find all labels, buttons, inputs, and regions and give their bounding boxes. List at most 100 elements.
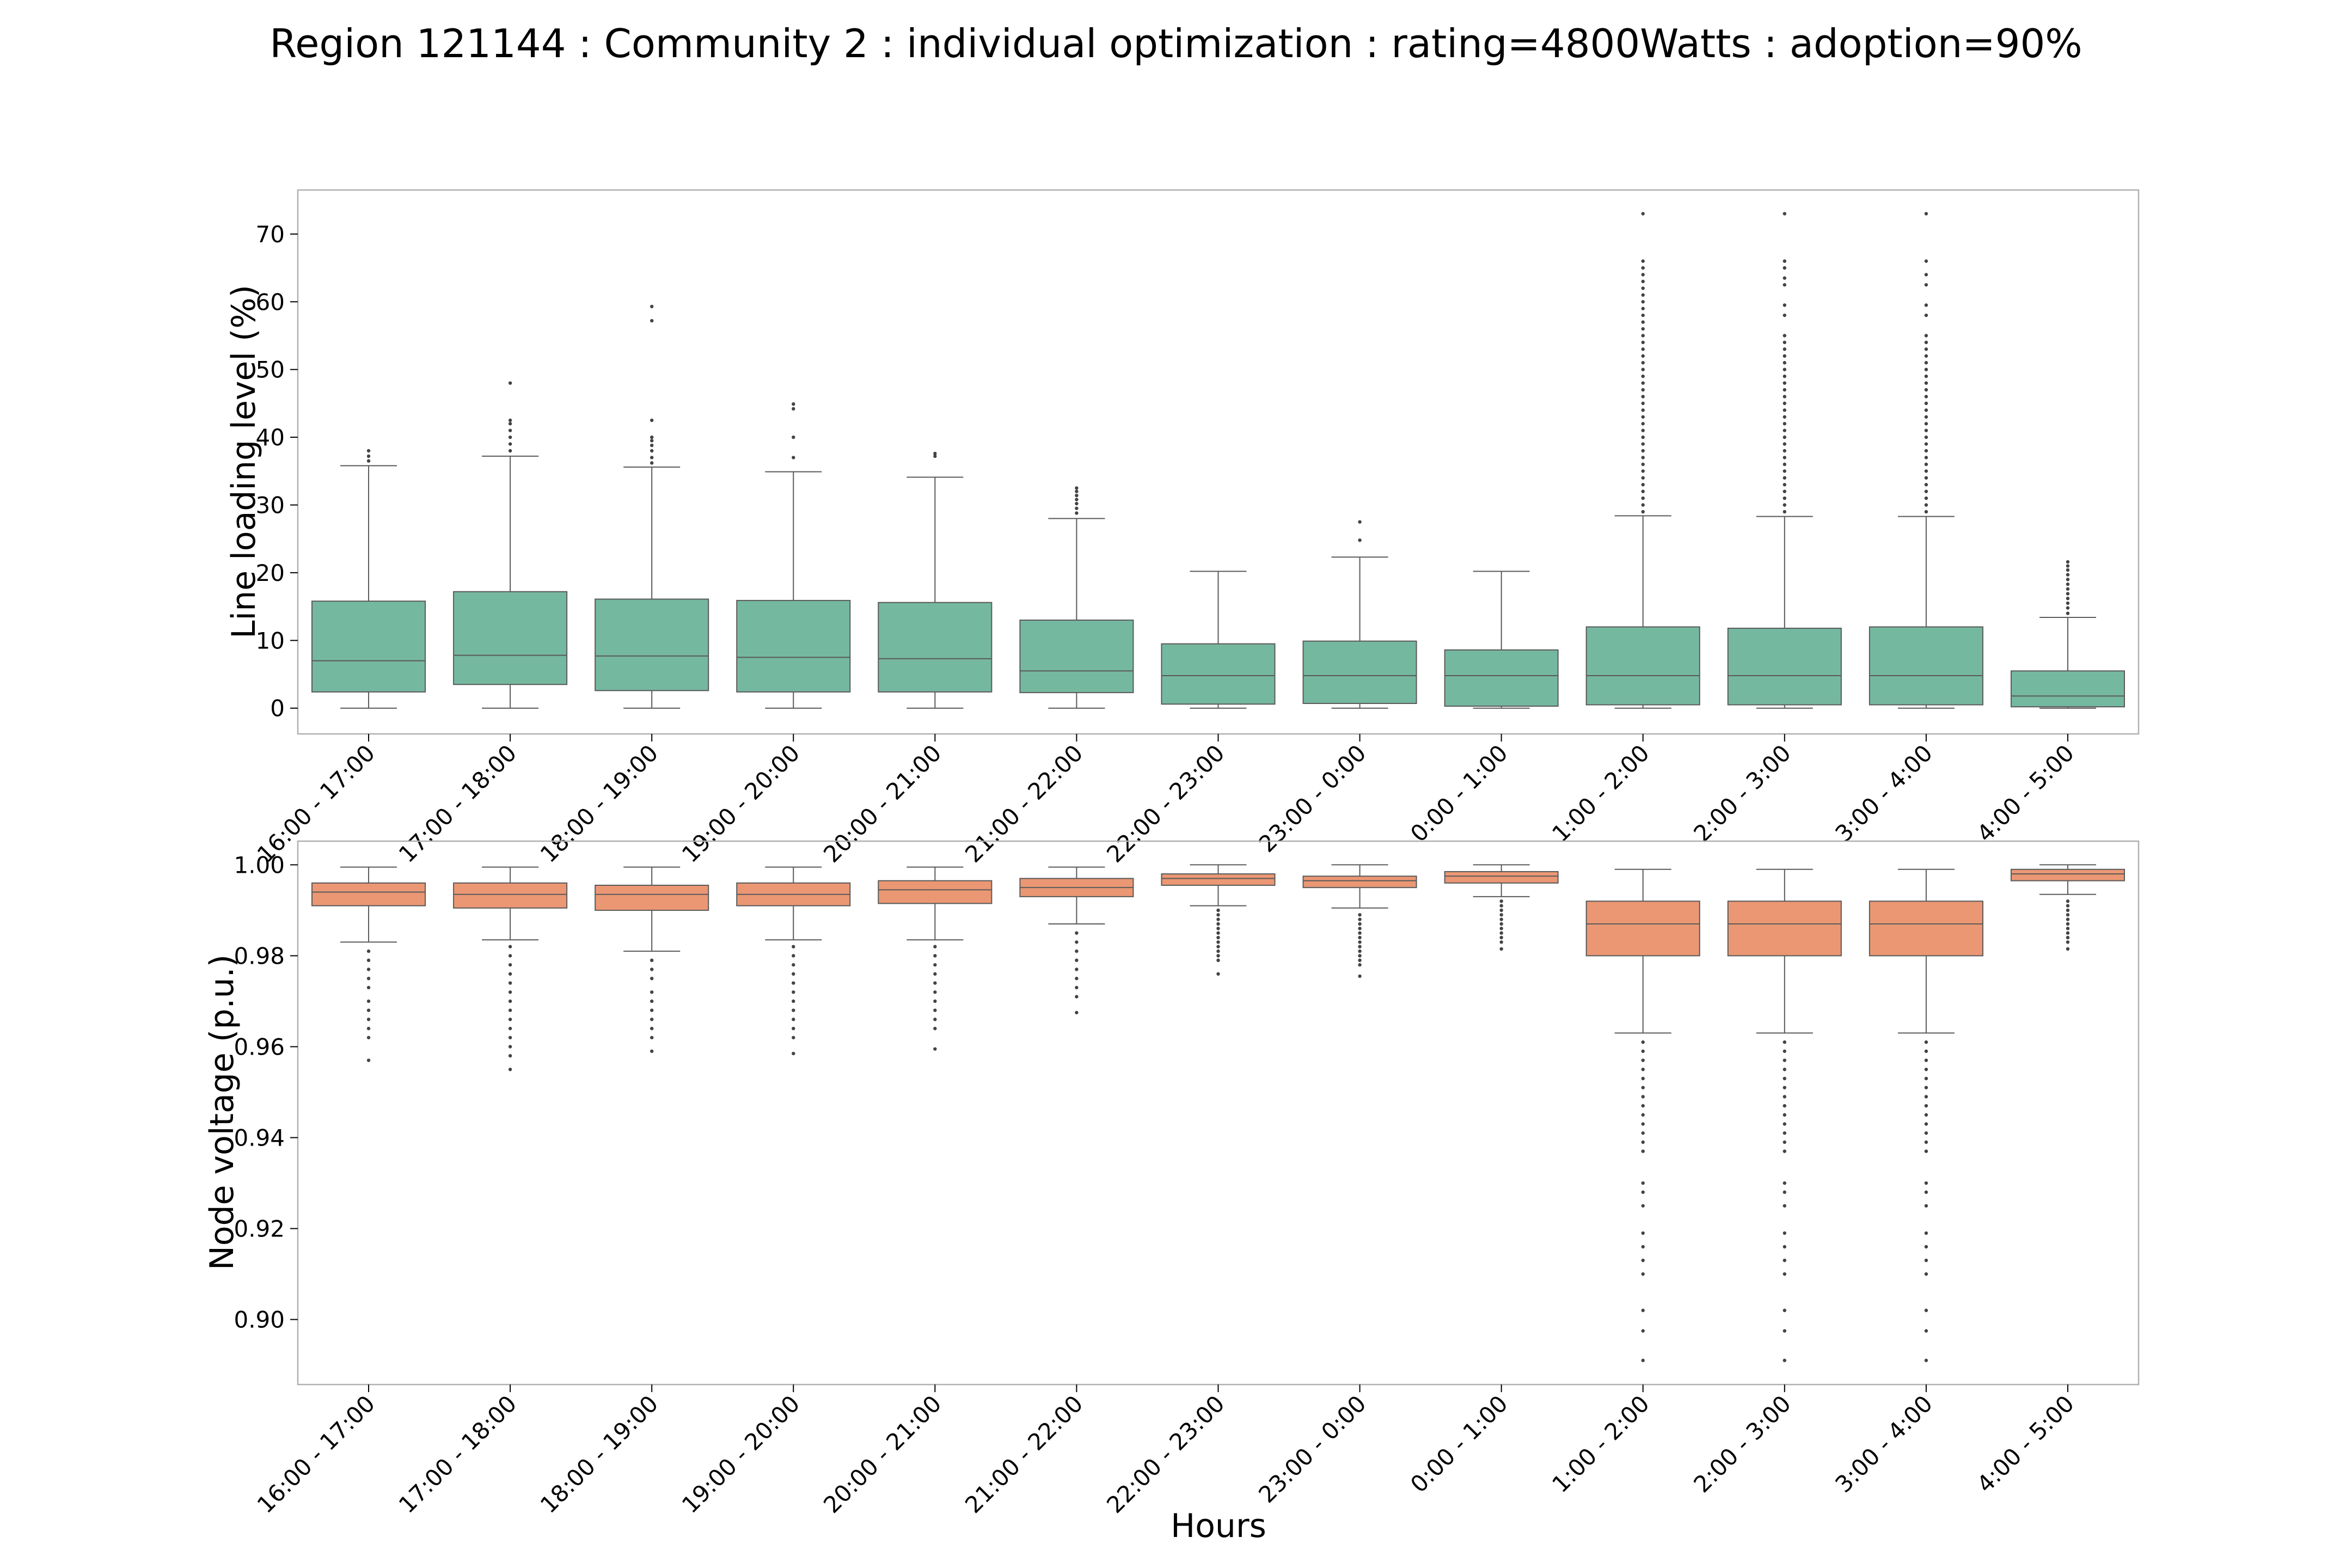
node-voltage-x-tick-label: 18:00 - 19:00 <box>535 1390 663 1518</box>
node-voltage-outlier-point <box>1641 1095 1645 1099</box>
line-loading-outlier-point <box>933 454 937 458</box>
node-voltage-outlier-point <box>792 1036 795 1039</box>
node-voltage-outlier-point <box>650 958 654 963</box>
node-voltage-outlier-point <box>792 1008 795 1012</box>
node-voltage-outlier-point <box>508 1018 512 1021</box>
line-loading-box <box>1444 649 1559 707</box>
line-loading-y-tick-label: 20 <box>256 560 285 586</box>
line-loading-x-tick-label: 19:00 - 20:00 <box>677 739 805 867</box>
line-loading-outlier-point <box>508 442 512 446</box>
node-voltage-outlier-point <box>1075 958 1079 963</box>
line-loading-box <box>453 591 568 685</box>
line-loading-x-tick-label: 3:00 - 4:00 <box>1830 739 1938 847</box>
node-voltage-outlier-point <box>792 945 795 948</box>
line-loading-outlier-point <box>1641 503 1645 507</box>
node-voltage-outlier-point <box>1641 1140 1645 1144</box>
line-loading-x-tick-label: 22:00 - 23:00 <box>1101 739 1229 867</box>
node-voltage-outlier-point <box>1358 949 1362 953</box>
line-loading-outlier-point <box>1641 212 1645 216</box>
node-voltage-x-tick-label: 19:00 - 20:00 <box>677 1390 805 1518</box>
line-loading-outlier-point <box>1641 313 1645 317</box>
node-voltage-outlier-point <box>1641 1086 1645 1089</box>
line-loading-x-tick-label: 4:00 - 5:00 <box>1971 739 2079 847</box>
line-loading-box <box>736 599 851 693</box>
line-loading-outlier-point <box>1783 462 1787 467</box>
node-voltage-x-tick-label: 17:00 - 18:00 <box>394 1390 522 1518</box>
line-loading-outlier-point <box>1783 428 1787 432</box>
line-loading-outlier-point <box>1924 510 1928 514</box>
line-loading-y-tick-label: 70 <box>256 221 285 248</box>
node-voltage-x-tick-label: 16:00 - 17:00 <box>252 1390 380 1518</box>
line-loading-outlier-point <box>1924 273 1928 277</box>
line-loading-outlier-point <box>1641 442 1645 446</box>
line-loading-outlier-point <box>1641 327 1645 331</box>
node-voltage-outlier-point <box>1783 1058 1787 1062</box>
line-loading-x-tick-label: 18:00 - 19:00 <box>535 739 663 867</box>
line-loading-outlier-point <box>1641 347 1645 351</box>
line-loading-outlier-point <box>1924 395 1928 399</box>
line-loading-outlier-point <box>2066 606 2070 610</box>
line-loading-outlier-point <box>1783 381 1787 385</box>
node-voltage-outlier-point <box>792 1018 795 1021</box>
line-loading-outlier-point <box>1641 293 1645 297</box>
line-loading-outlier-point <box>1641 300 1645 304</box>
node-voltage-x-tick-label: 21:00 - 22:00 <box>960 1390 1088 1518</box>
node-voltage-x-tick-label: 23:00 - 0:00 <box>1253 1390 1371 1508</box>
line-loading-outlier-point <box>1641 428 1645 432</box>
line-loading-outlier-point <box>1924 489 1928 493</box>
node-voltage-x-tick-label: 2:00 - 3:00 <box>1688 1390 1796 1498</box>
node-voltage-outlier-point <box>1358 917 1362 921</box>
node-voltage-outlier-point <box>1783 1104 1787 1108</box>
node-voltage-outlier-point <box>1075 1010 1079 1015</box>
node-voltage-outlier-point <box>792 972 795 976</box>
node-voltage-outlier-point <box>1783 1140 1787 1144</box>
node-voltage-outlier-point <box>2066 935 2070 940</box>
node-voltage-outlier-point <box>1783 1113 1787 1117</box>
line-loading-outlier-point <box>1924 212 1928 216</box>
line-loading-outlier-point <box>1641 374 1645 378</box>
line-loading-outlier-point <box>1924 313 1928 317</box>
node-voltage-outlier-point <box>1924 1272 1928 1276</box>
line-loading-outlier-point <box>933 451 937 456</box>
line-loading-outlier-point <box>1641 334 1645 338</box>
node-voltage-outlier-point <box>366 977 371 981</box>
line-loading-outlier-point <box>1924 381 1928 385</box>
node-voltage-outlier-point <box>2066 913 2070 917</box>
line-loading-box <box>595 598 709 691</box>
line-loading-outlier-point <box>1783 367 1787 371</box>
node-voltage-outlier-point <box>1499 908 1503 912</box>
node-voltage-outlier-point <box>792 1051 795 1056</box>
node-voltage-outlier-point <box>1924 1308 1928 1313</box>
line-loading-outlier-point <box>366 449 371 453</box>
line-loading-outlier-point <box>1075 501 1079 506</box>
node-voltage-outlier-point <box>650 967 654 971</box>
line-loading-outlier-point <box>1641 415 1645 419</box>
line-loading-outlier-point <box>1924 496 1928 500</box>
line-loading-outlier-point <box>1641 469 1645 473</box>
node-voltage-outlier-point <box>1358 922 1362 926</box>
line-loading-x-tick-label: 23:00 - 0:00 <box>1253 739 1371 857</box>
node-voltage-outlier-point <box>1783 1272 1787 1276</box>
line-loading-outlier-point <box>1641 273 1645 277</box>
line-loading-box <box>1302 640 1417 705</box>
node-voltage-outlier-point <box>792 963 795 967</box>
node-voltage-panel: Node voltage (p.u.) Hours 0.90 0.92 0.94 0.… <box>203 840 2140 1545</box>
node-voltage-box <box>1585 901 1700 957</box>
line-loading-y-tick-label: 40 <box>256 424 285 451</box>
line-loading-box <box>1727 627 1842 706</box>
node-voltage-outlier-point <box>1499 947 1503 951</box>
line-loading-y-tick-label: 50 <box>256 357 285 383</box>
node-voltage-outlier-point <box>1924 1122 1928 1126</box>
node-voltage-outlier-point <box>1499 940 1503 944</box>
node-voltage-outlier-point <box>1783 1040 1787 1044</box>
line-loading-outlier-point <box>1924 428 1928 432</box>
node-voltage-outlier-point <box>1358 931 1362 935</box>
node-voltage-outlier-point <box>1216 954 1220 958</box>
node-voltage-outlier-point <box>650 1026 654 1031</box>
node-voltage-outlier-point <box>508 1045 512 1049</box>
node-voltage-outlier-point <box>1783 1095 1787 1099</box>
line-loading-box <box>1161 643 1276 705</box>
line-loading-outlier-point <box>1783 449 1787 453</box>
line-loading-y-tick-label: 10 <box>256 627 285 654</box>
node-voltage-x-tick-label: 22:00 - 23:00 <box>1101 1390 1229 1518</box>
